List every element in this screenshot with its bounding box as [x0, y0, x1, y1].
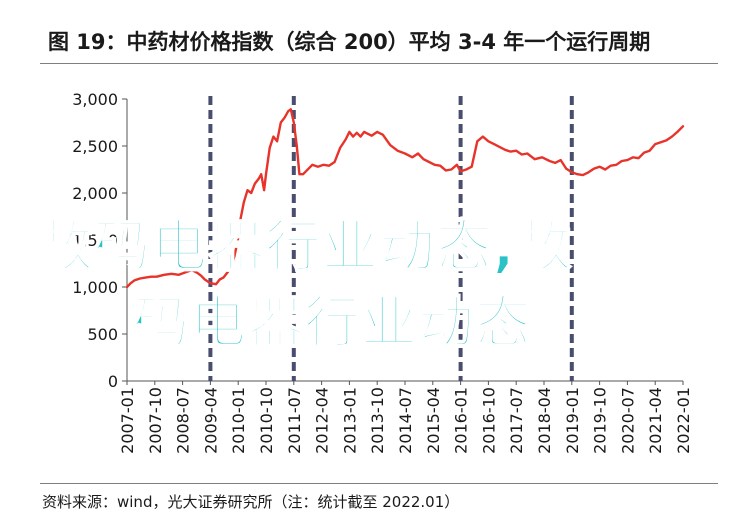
- x-tick-label: 2009-04: [201, 387, 220, 454]
- y-tick-label: 1,000: [72, 278, 118, 297]
- y-tick-label: 2,500: [72, 137, 118, 156]
- x-tick-label: 2007-10: [146, 387, 165, 454]
- x-tick-label: 2018-04: [535, 387, 554, 454]
- chart-title: 图 19：中药材价格指数（综合 200）平均 3-4 年一个运行周期: [48, 30, 651, 54]
- x-tick-label: 2019-01: [563, 387, 582, 454]
- y-tick-label: 3,000: [72, 90, 118, 109]
- x-tick-label: 2007-01: [118, 387, 137, 454]
- x-tick-label: 2022-01: [674, 387, 693, 454]
- x-tick-label: 2019-10: [591, 387, 610, 454]
- y-tick-label: 2,000: [72, 184, 118, 203]
- series-layer: [125, 108, 685, 289]
- y-tick-label: 0: [108, 372, 118, 391]
- y-tick-label: 500: [87, 325, 118, 344]
- axes: 0 500 1,000 1,500 2,000 2,500 3,000 2007-01 2007…: [72, 90, 693, 454]
- series-line: [125, 108, 685, 289]
- cycle-markers: [208, 96, 574, 381]
- x-tick-label: 2011-07: [285, 387, 304, 454]
- watermark-line-2: 码电器行业动态: [132, 290, 532, 357]
- x-tick-label: 2016-10: [479, 387, 498, 454]
- x-tick-label: 2012-04: [313, 387, 332, 454]
- x-tick-label: 2010-01: [229, 387, 248, 454]
- x-tick-label: 2017-07: [507, 387, 526, 454]
- x-tick-label: 2013-01: [340, 387, 359, 454]
- x-tick-label: 2014-07: [396, 387, 415, 454]
- watermark-line-1: 数码电器行业动态,数: [36, 214, 573, 281]
- x-tick-label: 2013-10: [368, 387, 387, 454]
- y-tick-label: 1,500: [72, 231, 118, 250]
- x-tick-label: 2021-04: [646, 387, 665, 454]
- x-tick-label: 2020-07: [618, 387, 637, 454]
- x-tick-label: 2008-07: [174, 387, 193, 454]
- source-note: 资料来源：wind，光大证券研究所（注：统计截至 2022.01）: [42, 493, 460, 511]
- x-tick-label: 2016-01: [452, 387, 471, 454]
- top-rule: [40, 63, 718, 64]
- x-tick-label: 2010-10: [257, 387, 276, 454]
- bottom-rule: [40, 483, 718, 484]
- x-tick-label: 2015-04: [424, 387, 443, 454]
